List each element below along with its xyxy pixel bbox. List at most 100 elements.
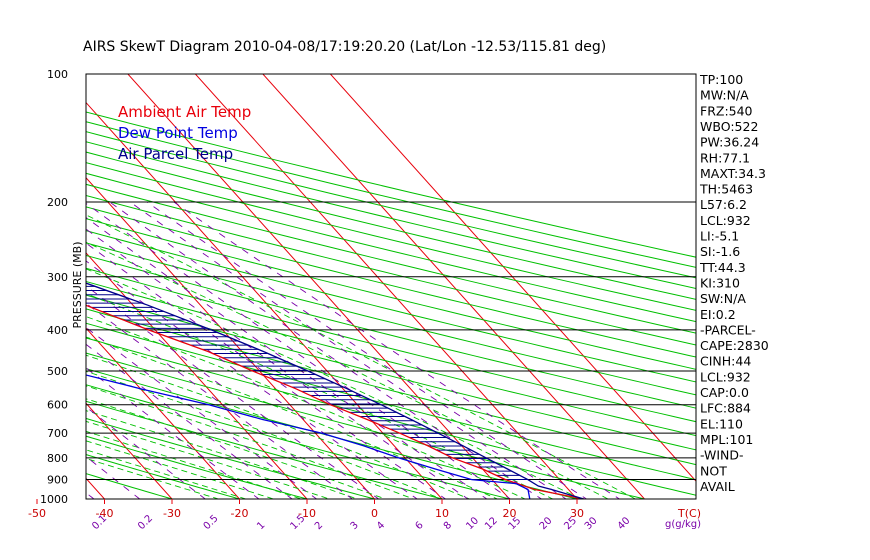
bottom-temp-tick-label: 0 bbox=[371, 507, 378, 520]
stat-entry: MW:N/A bbox=[700, 88, 749, 103]
dry-adiabat-line bbox=[86, 254, 696, 409]
mixing-ratio-line bbox=[86, 228, 469, 499]
pressure-tick-label: 500 bbox=[47, 365, 68, 378]
stat-entry: LCL:932 bbox=[700, 213, 751, 228]
mixing-ratio-tick-label: 20 bbox=[538, 515, 555, 532]
isotherm-line bbox=[86, 101, 443, 499]
moist-adiabat-line bbox=[86, 458, 220, 499]
mixing-ratio-line bbox=[86, 260, 418, 499]
parcel-temp-line bbox=[86, 282, 584, 499]
moist-adiabat-line bbox=[86, 214, 637, 499]
stat-entry: CINH:44 bbox=[700, 354, 751, 369]
mixing-ratio-tick-label: 30 bbox=[583, 515, 600, 532]
dry-adiabat-line bbox=[86, 151, 696, 300]
dry-adiabat-line bbox=[86, 194, 696, 346]
legend-entry: Dew Point Temp bbox=[118, 124, 238, 142]
mixing-ratio-tick-label: 10 bbox=[464, 515, 481, 532]
dry-adiabat-line bbox=[86, 206, 696, 358]
mixing-ratio-line bbox=[86, 406, 206, 499]
mixing-ratio-tick-label: 6 bbox=[413, 520, 425, 532]
legend-entry: Air Parcel Temp bbox=[118, 145, 233, 163]
isotherm-line bbox=[127, 74, 511, 499]
stat-entry: TH:5463 bbox=[699, 182, 753, 197]
stat-entry: AVAIL bbox=[700, 479, 735, 494]
moist-adiabat-line bbox=[86, 398, 387, 499]
bottom-temp-tick-label: -30 bbox=[163, 507, 181, 520]
moist-adiabat-line bbox=[86, 268, 582, 499]
moist-adiabat-line bbox=[86, 385, 415, 499]
mixing-ratio-line bbox=[86, 326, 318, 499]
stat-entry: RH:77.1 bbox=[700, 150, 750, 165]
stat-entry: LI:-5.1 bbox=[700, 229, 739, 244]
isotherm-line bbox=[262, 74, 646, 499]
mixing-ratio-tick-label: 0.5 bbox=[202, 513, 221, 532]
ambient-temp-line bbox=[86, 304, 584, 499]
isotherm-line bbox=[194, 74, 578, 499]
dry-adiabat-line bbox=[86, 352, 647, 499]
mixing-ratio-line bbox=[86, 343, 293, 499]
dry-adiabat-line bbox=[86, 400, 445, 499]
isotherm-line bbox=[0, 55, 45, 508]
dry-adiabat-line bbox=[86, 111, 696, 258]
stat-entry: PW:36.24 bbox=[700, 135, 759, 150]
mixing-ratio-line bbox=[86, 242, 447, 499]
pressure-tick-label: 700 bbox=[47, 427, 68, 440]
mixing-ratio-line bbox=[129, 201, 567, 499]
mixing-ratio-tick-label: 1 bbox=[255, 520, 267, 532]
pressure-tick-label: 800 bbox=[47, 452, 68, 465]
dew-point-line bbox=[86, 374, 531, 499]
isotherm-line bbox=[86, 176, 376, 499]
pressure-tick-label: 100 bbox=[47, 68, 68, 81]
moist-adiabat-line bbox=[86, 410, 359, 499]
isotherm-line bbox=[86, 402, 173, 499]
moist-adiabat-line bbox=[86, 336, 499, 499]
dry-adiabat-line bbox=[86, 280, 696, 437]
isotherm-line bbox=[86, 327, 241, 499]
stat-entry: MAXT:34.3 bbox=[700, 166, 766, 181]
dry-adiabat-line bbox=[86, 454, 242, 499]
mixing-ratio-line bbox=[86, 302, 354, 499]
mixing-ratio-line bbox=[86, 367, 260, 499]
bottom-temp-tick-label: -50 bbox=[28, 507, 46, 520]
pressure-tick-label: 300 bbox=[47, 271, 68, 284]
bottom-temp-tick-label: 20 bbox=[503, 507, 517, 520]
stat-entry: -WIND- bbox=[700, 448, 744, 463]
stat-entry: TP:100 bbox=[699, 72, 743, 87]
moist-adiabat-line bbox=[86, 316, 527, 499]
y-axis-label: PRESSURE (MB) bbox=[71, 242, 84, 329]
pressure-tick-label: 400 bbox=[47, 324, 68, 337]
moist-adiabat-line bbox=[86, 370, 443, 499]
dry-adiabat-line bbox=[86, 384, 512, 499]
stat-entry: LFC:884 bbox=[700, 401, 751, 416]
moist-adiabat-line bbox=[86, 241, 610, 499]
mixing-ratio-tick-label: 12 bbox=[483, 515, 500, 532]
stat-entry: TT:44.3 bbox=[699, 260, 746, 275]
stat-entry: CAPE:2830 bbox=[700, 338, 769, 353]
stat-entry: L57:6.2 bbox=[700, 197, 747, 212]
stat-entry: SI:-1.6 bbox=[700, 244, 740, 259]
dry-adiabat-line bbox=[86, 131, 696, 279]
plot-frame bbox=[85, 73, 697, 500]
dry-adiabat-line bbox=[86, 218, 696, 370]
pressure-tick-label: 200 bbox=[47, 196, 68, 209]
mixing-ratio-tick-label: 8 bbox=[442, 520, 454, 532]
dry-adiabat-line bbox=[86, 172, 696, 323]
dry-adiabat-line bbox=[86, 141, 696, 289]
pressure-tick-label: 900 bbox=[47, 474, 68, 487]
bottom-temp-tick-label: -20 bbox=[231, 507, 249, 520]
dry-adiabat-line bbox=[86, 435, 309, 499]
dry-adiabat-line bbox=[86, 183, 696, 334]
mixing-ratio-line bbox=[109, 201, 543, 499]
dry-adiabat-line bbox=[86, 368, 580, 499]
stat-entry: LCL:932 bbox=[700, 369, 751, 384]
mixing-ratio-tick-label: 40 bbox=[616, 515, 633, 532]
dry-adiabat-line bbox=[86, 267, 696, 423]
legend-entry: Ambient Air Temp bbox=[118, 103, 251, 121]
isotherm-line bbox=[86, 252, 308, 499]
mixing-ratio-line bbox=[86, 285, 380, 499]
moist-adiabat-line bbox=[86, 420, 331, 499]
stat-entry: MPL:101 bbox=[700, 432, 753, 447]
mixing-ratio-line bbox=[146, 201, 588, 499]
bottom-temp-tick-label: -10 bbox=[298, 507, 316, 520]
